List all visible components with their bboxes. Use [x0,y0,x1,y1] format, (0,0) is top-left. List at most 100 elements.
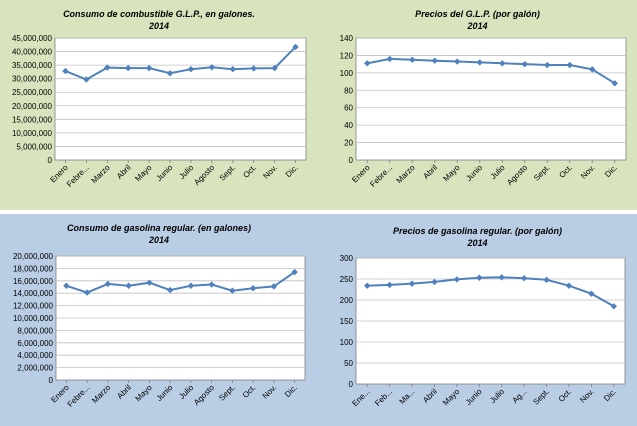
data-point [187,65,195,73]
data-point [83,76,90,83]
series-line [66,271,296,294]
series-line [65,46,297,81]
series-line [367,57,616,85]
data-point [454,58,461,65]
x-tick-label: Nov. [578,387,596,405]
series-line [367,276,615,308]
y-tick-label: 4,000,000 [17,351,53,360]
data-point [104,280,112,288]
data-point [364,282,371,289]
data-point [386,281,393,289]
x-tick-label: Nov. [261,163,279,181]
y-tick-label: 80 [344,86,353,95]
data-point [408,280,416,287]
y-tick-label: 20,000,000 [12,102,53,111]
chart-subtitle: 2014 [467,21,488,31]
chart-title: Precios de gasolina regular. (por galón) [392,226,563,236]
x-tick-label: Julio [489,163,507,181]
data-point [292,43,299,51]
data-point [271,64,278,72]
y-tick-label: 45,000,000 [12,34,53,43]
x-tick-label: Mayo [133,163,154,184]
x-tick-label: Agosto [505,163,529,187]
y-tick-label: 300 [340,254,354,263]
x-tick-label: Marzo [395,163,417,185]
x-tick-label: Abril [115,383,133,401]
y-tick-label: 0 [349,156,354,165]
y-tick-label: 150 [340,317,354,326]
x-tick-label: Julio [488,387,506,405]
data-point [431,278,438,286]
data-point [566,61,573,69]
data-point [125,64,132,72]
x-tick-label: Dic. [603,163,619,179]
data-point [453,276,461,283]
x-tick-label: Ma... [398,387,417,406]
x-tick-label: Oct. [557,163,574,180]
data-point [409,56,416,63]
x-tick-label: Sept. [217,383,237,403]
chart-title: Precios del G.L.P. (por galón) [415,9,540,19]
plot-area [54,37,307,161]
x-tick-label: Dic. [284,163,300,179]
y-tick-label: 60 [344,104,353,113]
plot-area [355,37,627,161]
data-point [146,279,153,286]
x-tick-label: Agosto [192,163,216,187]
y-tick-label: 14,000,000 [13,289,54,298]
data-point [431,57,438,64]
x-tick-label: Abril [115,163,133,181]
y-tick-label: 15,000,000 [12,115,53,124]
data-point [208,64,216,71]
x-tick-label: Febre... [368,163,394,189]
glp-consumption-chart: Consumo de combustible G.L.P., en galone… [0,0,318,210]
y-tick-label: 100 [340,69,354,78]
chart-plot: 0 5,000,000 10,000,000 15,000,000 20,000,000… [12,34,307,189]
x-tick-label: Abril [421,163,439,181]
x-tick-label: Ene... [350,387,371,408]
chart-subtitle: 2014 [467,238,488,248]
data-point [250,65,257,72]
x-tick-label: Nov. [261,383,279,401]
data-point [611,80,618,87]
data-point [166,70,174,77]
y-tick-label: 30,000,000 [12,75,53,84]
x-tick-label: Dic. [602,387,618,403]
data-point [83,289,91,296]
x-tick-label: Sept. [532,163,552,183]
data-point [187,282,195,289]
data-point [62,67,69,75]
y-tick-label: 40 [344,121,353,130]
data-point [104,64,111,71]
y-tick-label: 8,000,000 [17,326,53,335]
x-tick-label: Junio [155,163,175,183]
chart-title: Consumo de combustible G.L.P., en galone… [63,9,255,19]
data-point [229,65,236,73]
y-tick-label: 5,000,000 [16,142,52,151]
data-point [270,283,278,290]
data-point [249,285,257,292]
x-tick-label: Oct. [557,387,574,404]
data-point [521,60,528,68]
x-tick-label: Junio [464,387,484,407]
x-tick-label: Dic. [283,383,299,399]
x-tick-label: Julio [177,383,195,401]
x-tick-label: Marzo [90,163,112,185]
x-tick-label: Feb... [373,387,394,408]
y-tick-label: 140 [340,34,354,43]
data-point [166,286,174,294]
data-point [544,61,551,69]
data-point [386,55,393,63]
chart-title: Consumo de gasolina regular. (en galones… [66,223,252,233]
data-point [476,274,483,281]
data-point [63,282,70,289]
chart-subtitle: 2014 [148,21,170,31]
y-tick-label: 250 [340,275,354,284]
y-tick-label: 18,000,000 [13,264,54,273]
x-tick-label: Mayo [441,387,462,408]
y-tick-label: 0 [48,156,53,165]
data-point [229,287,236,294]
x-tick-label: Sept. [531,387,551,407]
data-point [208,281,215,288]
y-tick-label: 35,000,000 [12,61,53,70]
